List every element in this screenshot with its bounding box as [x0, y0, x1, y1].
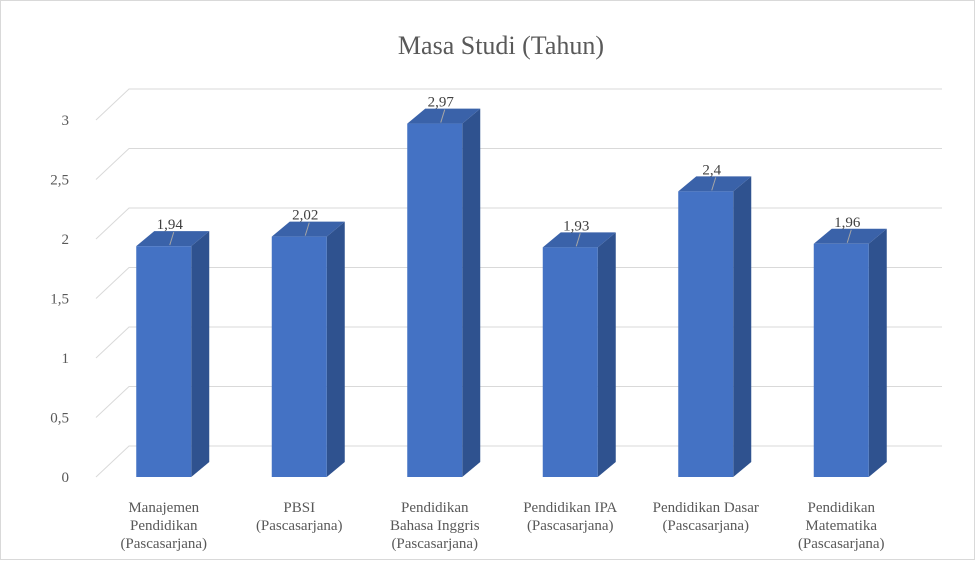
category-label-line: Pendidikan Dasar [653, 500, 759, 516]
bar-side [191, 231, 210, 477]
y-tick-label: 2,5 [50, 173, 69, 189]
category-label-line: (Pascasarjana) [798, 536, 885, 552]
bar-front [813, 243, 869, 477]
data-label-leader [304, 222, 310, 236]
data-label-leader [440, 109, 446, 123]
bar-front [271, 236, 327, 477]
data-label: 1,93 [563, 218, 589, 234]
y-tick-label: 0,5 [50, 411, 69, 427]
category-label-line: Pendidikan [130, 518, 198, 534]
gridline [95, 445, 942, 478]
category-label: Pendidikan Bahasa Inggris (Pascasarjana) [390, 500, 480, 552]
bar-top [407, 108, 481, 124]
bar-front [407, 123, 463, 477]
data-label: 2,02 [292, 208, 318, 224]
data-label: 1,94 [157, 217, 184, 233]
gridline [95, 386, 942, 418]
gridline [95, 267, 942, 299]
bar: 2,02 [271, 208, 345, 477]
category-label: Manajemen Pendidikan (Pascasarjana) [120, 500, 207, 552]
bar-front [136, 246, 192, 477]
chart-title: Masa Studi (Tahun) [398, 31, 604, 60]
gridline [95, 88, 942, 121]
y-tick-label: 3 [62, 113, 70, 129]
data-label-leader [169, 231, 175, 246]
category-label: Pendidikan IPA (Pascasarjana) [523, 500, 617, 534]
category-label-line: Pendidikan IPA [523, 500, 617, 516]
bar-front [678, 191, 734, 477]
bar-side [462, 108, 481, 477]
bar-top [813, 228, 887, 244]
x-axis: Manajemen Pendidikan (Pascasarjana) PBSI (Pa… [120, 500, 884, 552]
y-tick-label: 0 [62, 470, 70, 486]
gridline [95, 148, 942, 180]
bar: 1,93 [542, 218, 616, 477]
y-tick-label: 1 [62, 351, 70, 367]
bar-side [733, 176, 752, 477]
category-label-line: (Pascasarjana) [391, 536, 478, 552]
data-label: 2,97 [428, 95, 455, 111]
data-label-leader [575, 233, 581, 247]
bars: 1,94 2,02 2,97 1,93 2,4 1,96 [136, 95, 887, 477]
bar: 1,96 [813, 215, 887, 477]
category-label-line: Pendidikan [808, 500, 876, 516]
gridlines [95, 88, 942, 478]
bar-front [542, 247, 598, 477]
category-label-line: (Pascasarjana) [662, 518, 749, 534]
bar: 2,4 [678, 162, 752, 477]
category-label-line: (Pascasarjana) [256, 518, 343, 534]
category-label-line: Pendidikan [401, 500, 469, 516]
bar-top [136, 231, 210, 247]
data-label: 2,4 [702, 162, 721, 178]
data-label-leader [846, 229, 852, 243]
bar-side [326, 221, 345, 477]
bar-top [271, 221, 345, 237]
category-label-line: (Pascasarjana) [527, 518, 614, 534]
bar: 1,94 [136, 217, 210, 477]
y-tick-label: 1,5 [50, 292, 69, 308]
category-label-line: (Pascasarjana) [120, 536, 207, 552]
gridline [95, 326, 942, 359]
category-label-line: PBSI [283, 500, 315, 516]
bar: 2,97 [407, 95, 481, 477]
bar-top [542, 232, 616, 248]
y-tick-label: 2 [62, 232, 70, 248]
bar-top [678, 176, 752, 192]
data-label: 1,96 [834, 215, 861, 231]
data-label-leader [711, 177, 717, 191]
category-label-line: Bahasa Inggris [390, 518, 480, 534]
y-axis: 0 0,5 1 1,5 2 2,5 3 [50, 113, 69, 486]
category-label-line: Matematika [805, 518, 877, 534]
bar-side [597, 232, 616, 477]
category-label: Pendidikan Dasar (Pascasarjana) [653, 500, 759, 534]
category-label: Pendidikan Matematika (Pascasarjana) [798, 500, 885, 552]
bar-side [868, 228, 887, 477]
category-label: PBSI (Pascasarjana) [256, 500, 343, 534]
category-label-line: Manajemen [128, 500, 199, 516]
gridline [95, 207, 942, 240]
